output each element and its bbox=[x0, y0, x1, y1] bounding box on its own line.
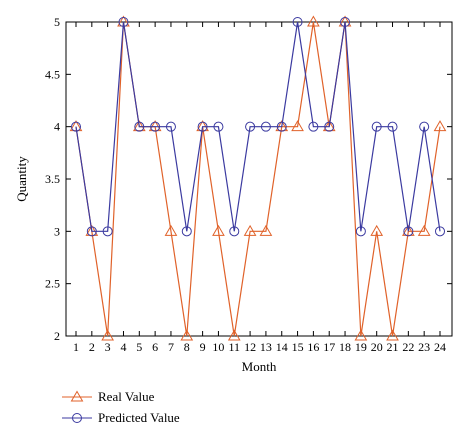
data-point-circle bbox=[229, 226, 240, 237]
x-tick-label: 21 bbox=[387, 340, 399, 354]
legend-circle-icon bbox=[72, 413, 82, 423]
data-point-triangle bbox=[291, 120, 304, 132]
y-tick-label: 3 bbox=[54, 224, 60, 238]
x-tick-label: 24 bbox=[434, 340, 446, 354]
data-point-triangle bbox=[164, 224, 178, 236]
x-tick-label: 23 bbox=[418, 340, 430, 354]
y-axis: 2 2.5 3 3.5 4 4.5 5 bbox=[45, 15, 452, 343]
data-point-circle bbox=[292, 17, 303, 27]
data-point-triangle bbox=[227, 329, 241, 341]
data-point-triangle bbox=[101, 329, 115, 341]
x-tick-label: 5 bbox=[136, 340, 142, 354]
data-point-circle bbox=[403, 226, 414, 237]
data-point-triangle bbox=[417, 224, 431, 236]
x-tick-label: 8 bbox=[184, 340, 190, 354]
x-tick-label: 15 bbox=[292, 340, 304, 354]
data-point-circle bbox=[71, 121, 81, 132]
data-point-triangle bbox=[85, 224, 99, 236]
x-tick-label: 7 bbox=[168, 340, 174, 354]
data-point-circle bbox=[102, 226, 113, 237]
y-tick-label: 2.5 bbox=[45, 277, 60, 291]
series-layer bbox=[69, 15, 447, 341]
x-tick-label: 22 bbox=[402, 340, 414, 354]
x-tick-label: 2 bbox=[89, 340, 95, 354]
data-point-circle bbox=[435, 226, 445, 237]
data-point-circle bbox=[134, 121, 145, 132]
data-point-triangle bbox=[370, 224, 384, 236]
data-point-circle bbox=[197, 121, 208, 132]
data-point-triangle bbox=[212, 224, 225, 236]
data-point-triangle bbox=[243, 224, 257, 236]
legend-triangle-icon bbox=[70, 390, 84, 402]
x-tick-label: 4 bbox=[120, 340, 126, 354]
data-point-circle bbox=[324, 121, 335, 132]
x-tick-label: 9 bbox=[200, 340, 206, 354]
legend-label-real-value: Real Value bbox=[98, 389, 155, 404]
data-point-circle bbox=[419, 121, 430, 132]
x-tick-label: 6 bbox=[152, 340, 158, 354]
data-point-triangle bbox=[433, 120, 447, 132]
legend-label-predicted-value: Predicted Value bbox=[98, 410, 180, 425]
data-point-circle bbox=[181, 226, 192, 237]
data-point-triangle bbox=[354, 329, 368, 341]
y-tick-label: 4.5 bbox=[45, 67, 60, 81]
data-point-circle bbox=[308, 121, 319, 132]
x-tick-label: 20 bbox=[371, 340, 383, 354]
x-tick-label: 17 bbox=[323, 340, 335, 354]
series-predicted-value bbox=[71, 17, 445, 237]
data-point-circle bbox=[245, 121, 256, 132]
data-point-circle bbox=[150, 121, 161, 132]
x-tick-label: 3 bbox=[105, 340, 111, 354]
data-point-circle bbox=[260, 121, 271, 132]
legend-item-predicted-value: Predicted Value bbox=[62, 410, 180, 425]
x-tick-label: 12 bbox=[244, 340, 256, 354]
data-point-triangle bbox=[401, 224, 415, 236]
x-axis: 1 2 3 4 5 6 7 8 9 10 11 12 13 14 15 16 17 18 19 20 21 22 23 24 bbox=[73, 22, 446, 354]
legend-item-real-value: Real Value bbox=[62, 389, 155, 404]
data-point-triangle bbox=[180, 329, 194, 341]
plot-frame bbox=[65, 21, 453, 337]
x-tick-label: 18 bbox=[339, 340, 351, 354]
data-point-triangle bbox=[259, 224, 273, 236]
data-point-circle bbox=[355, 226, 366, 237]
x-tick-label: 11 bbox=[228, 340, 240, 354]
y-axis-label: Quantity bbox=[14, 156, 29, 202]
data-point-triangle bbox=[307, 15, 320, 27]
legend: Real Value Predicted Value bbox=[62, 389, 180, 425]
data-point-circle bbox=[387, 121, 398, 132]
y-tick-label: 5 bbox=[54, 15, 60, 29]
data-point-circle bbox=[340, 17, 351, 27]
y-tick-label: 3.5 bbox=[45, 172, 60, 186]
x-tick-label: 14 bbox=[276, 340, 288, 354]
data-point-circle bbox=[165, 121, 176, 132]
x-tick-label: 16 bbox=[307, 340, 319, 354]
data-point-circle bbox=[86, 226, 97, 237]
y-tick-label: 2 bbox=[54, 329, 60, 343]
y-tick-label: 4 bbox=[54, 120, 60, 134]
data-point-circle bbox=[213, 121, 224, 132]
x-tick-label: 10 bbox=[212, 340, 224, 354]
data-point-triangle bbox=[386, 329, 399, 341]
data-point-circle bbox=[371, 121, 382, 132]
x-tick-label: 1 bbox=[73, 340, 79, 354]
series-line bbox=[75, 21, 441, 232]
series-real-value bbox=[69, 15, 447, 341]
x-tick-label: 13 bbox=[260, 340, 272, 354]
data-point-circle bbox=[276, 121, 287, 132]
x-tick-label: 19 bbox=[355, 340, 367, 354]
data-point-circle bbox=[118, 17, 129, 27]
x-axis-label: Month bbox=[242, 359, 277, 374]
